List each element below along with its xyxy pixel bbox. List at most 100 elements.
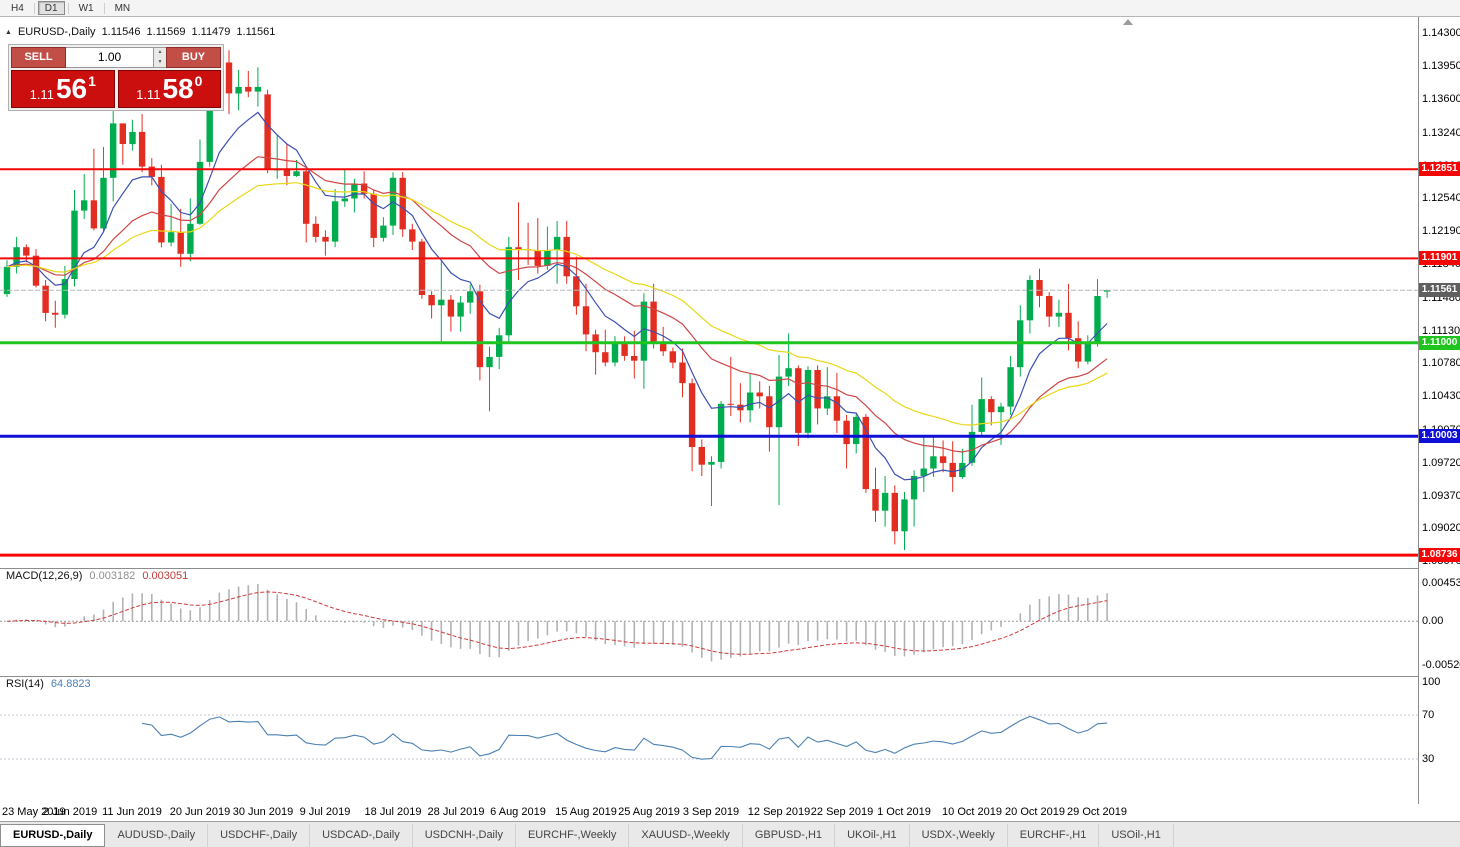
toolbar-separator (33, 2, 35, 14)
timeframe-toolbar: H4 D1 W1 MN (0, 0, 1460, 17)
time-axis-label: 30 Jun 2019 (232, 806, 294, 818)
rsi-scale-tick: 100 (1422, 676, 1441, 688)
chart-tab-usdx-weekly[interactable]: USDX-,Weekly (910, 824, 1008, 847)
buy-button[interactable]: BUY (166, 47, 221, 68)
rsi-panel-separator[interactable] (0, 676, 1460, 677)
volume-spinner: ▲ ▼ (153, 48, 166, 67)
chart-symbol-label: EURUSD-,Daily (17, 26, 96, 38)
buy-price-fraction: 0 (194, 73, 203, 89)
volume-increase-icon[interactable]: ▲ (154, 48, 166, 58)
chart-tab-xauusd-weekly[interactable]: XAUUSD-,Weekly (629, 824, 743, 847)
price-scale-tick: 1.13600 (1422, 93, 1460, 105)
time-axis-label: 28 Jul 2019 (427, 806, 485, 818)
trade-prices-row: 1.11 56 1 1.11 58 0 (11, 70, 221, 108)
time-axis-label: 12 Sep 2019 (747, 806, 811, 818)
price-scale-tick: 1.13950 (1422, 60, 1460, 72)
time-axis-label: 10 Oct 2019 (942, 806, 1002, 818)
candlestick-chart[interactable] (0, 17, 1418, 568)
time-axis-label: 20 Jun 2019 (169, 806, 231, 818)
buy-price-display[interactable]: 1.11 58 0 (117, 70, 221, 108)
price-scale-tick: 1.10780 (1422, 357, 1460, 369)
one-click-trading-widget: SELL 1.00 ▲ ▼ BUY 1.11 56 1 1.11 (8, 44, 224, 111)
rsi-value: 64.8823 (50, 678, 91, 690)
chart-tab-usdchf-daily[interactable]: USDCHF-,Daily (208, 824, 311, 847)
level-price-tag: 1.12851 (1419, 162, 1460, 176)
time-axis-label: 25 Aug 2019 (618, 806, 680, 818)
volume-value[interactable]: 1.00 (97, 50, 122, 64)
sell-price-fraction: 1 (88, 73, 96, 89)
price-scale[interactable]: 1.143001.139501.136001.132401.128901.125… (1419, 17, 1460, 804)
macd-scale-tick: 0.00 (1422, 615, 1444, 627)
rsi-indicator-chart[interactable] (0, 676, 1418, 804)
time-axis-label: 1 Oct 2019 (877, 806, 931, 818)
price-scale-tick: 1.10430 (1422, 390, 1460, 402)
macd-indicator-label: MACD(12,26,9) 0.003182 0.003051 (6, 570, 188, 582)
sell-price-prefix: 1.11 (29, 86, 54, 102)
ohlc-close-value: 1.11561 (236, 26, 276, 38)
toolbar-separator (67, 2, 69, 14)
time-axis-label: 11 Jun 2019 (102, 806, 162, 818)
time-axis[interactable]: 23 May 2019 2 Jun 2019 11 Jun 2019 20 Jun 2… (0, 804, 1460, 821)
ohlc-open-value: 1.11546 (101, 26, 141, 38)
chart-tab-eurchf-weekly[interactable]: EURCHF-,Weekly (516, 824, 630, 847)
timeframe-button-d1[interactable]: D1 (37, 1, 65, 15)
macd-panel-separator[interactable] (0, 568, 1460, 569)
level-price-tag: 1.10003 (1419, 429, 1460, 443)
chart-tab-ukoil-h1[interactable]: UKOil-,H1 (835, 824, 910, 847)
macd-name: MACD(12,26,9) (6, 570, 83, 582)
timeframe-button-w1[interactable]: W1 (78, 3, 94, 14)
price-scale-tick: 1.13240 (1422, 127, 1460, 139)
sell-price-pips: 56 (55, 73, 88, 104)
time-axis-label: 23 May 2019 (2, 806, 66, 818)
time-axis-label: 18 Jul 2019 (364, 806, 422, 818)
price-scale-tick: 1.09370 (1422, 490, 1460, 502)
chart-ohlc-header: ▲ EURUSD-,Daily 1.11546 1.11569 1.11479 … (5, 26, 275, 38)
macd-scale-tick: -0.005205 (1422, 659, 1460, 671)
sell-price-display[interactable]: 1.11 56 1 (11, 70, 115, 108)
level-price-tag: 1.11901 (1419, 251, 1460, 265)
level-price-tag: 1.08736 (1419, 548, 1460, 562)
macd-scale-tick: 0.004536 (1422, 577, 1460, 589)
chart-tab-eurusd-daily[interactable]: EURUSD-,Daily (0, 824, 106, 847)
timeframe-button-group: H4 D1 W1 MN (4, 0, 137, 16)
level-price-tag: 1.11000 (1419, 336, 1460, 350)
time-axis-label: 20 Oct 2019 (1005, 806, 1065, 818)
chart-tab-bar: EURUSD-,Daily AUDUSD-,Daily USDCHF-,Daily U… (0, 821, 1460, 847)
time-axis-label: 2 Jun 2019 (42, 806, 98, 818)
time-axis-label: 3 Sep 2019 (682, 806, 740, 818)
volume-decrease-icon[interactable]: ▼ (154, 57, 166, 67)
one-click-panel-toggle-icon[interactable]: ▲ (5, 28, 12, 36)
trade-controls-row: SELL 1.00 ▲ ▼ BUY (11, 47, 221, 68)
current-price-tag: 1.11561 (1419, 283, 1460, 297)
time-axis-label: 15 Aug 2019 (555, 806, 617, 818)
volume-field[interactable]: 1.00 ▲ ▼ (66, 47, 166, 68)
chart-tab-usoil-h1[interactable]: USOil-,H1 (1099, 824, 1174, 847)
chart-tab-audusd-daily[interactable]: AUDUSD-,Daily (105, 824, 209, 847)
chart-region[interactable]: ▲ EURUSD-,Daily 1.11546 1.11569 1.11479 … (0, 17, 1460, 821)
price-scale-tick: 1.09720 (1422, 457, 1460, 469)
sell-button[interactable]: SELL (11, 47, 66, 68)
timeframe-button-mn[interactable]: MN (114, 3, 131, 14)
chart-tab-usdcnh-daily[interactable]: USDCNH-,Daily (413, 824, 516, 847)
rsi-name: RSI(14) (6, 678, 44, 690)
price-scale-tick: 1.09020 (1422, 522, 1460, 534)
ohlc-high-value: 1.11569 (146, 26, 186, 38)
time-axis-label: 9 Jul 2019 (299, 806, 351, 818)
macd-main-value: 0.003182 (89, 570, 136, 582)
buy-price-pips: 58 (162, 73, 194, 104)
timeframe-button-h4[interactable]: H4 (11, 3, 24, 14)
toolbar-separator (103, 2, 105, 14)
price-scale-tick: 1.12540 (1422, 192, 1460, 204)
chart-tab-gbpusd-h1[interactable]: GBPUSD-,H1 (743, 824, 836, 847)
rsi-scale-tick: 70 (1422, 709, 1435, 721)
rsi-scale-tick: 30 (1422, 753, 1435, 765)
chart-tab-usdcad-daily[interactable]: USDCAD-,Daily (310, 824, 413, 847)
price-scale-tick: 1.14300 (1422, 27, 1460, 39)
chart-tab-eurchf-h1[interactable]: EURCHF-,H1 (1008, 824, 1100, 847)
macd-signal-value: 0.003051 (142, 570, 189, 582)
macd-indicator-chart[interactable] (0, 568, 1418, 676)
time-axis-label: 22 Sep 2019 (810, 806, 874, 818)
time-axis-label: 6 Aug 2019 (490, 806, 546, 818)
time-axis-label: 29 Oct 2019 (1067, 806, 1127, 818)
